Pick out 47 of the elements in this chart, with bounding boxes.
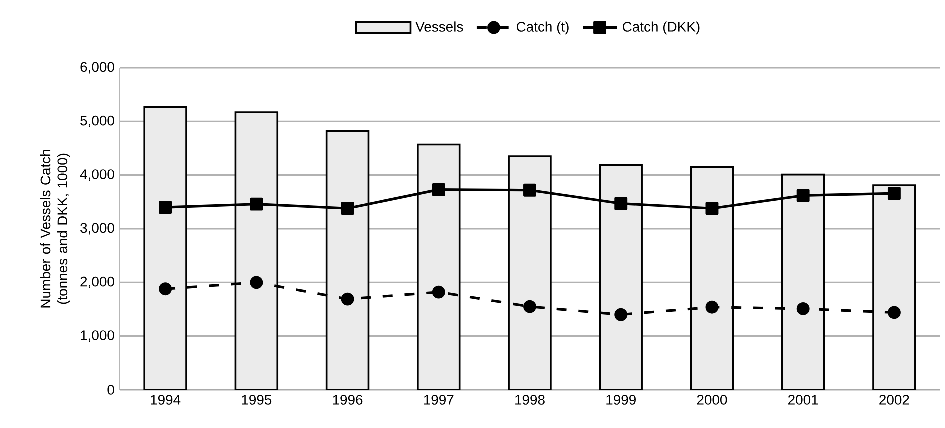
bar [417, 144, 461, 390]
point [250, 198, 264, 211]
point [341, 202, 354, 216]
point [614, 197, 628, 210]
x-tick-label: 1997 [424, 395, 454, 405]
point [614, 308, 628, 322]
y-axis-title: Number of Vessels Catch (tonnes and DKK, 1000) [40, 150, 70, 308]
point [432, 286, 446, 299]
bar [326, 130, 370, 390]
point [796, 302, 810, 316]
x-tick-label: 1999 [606, 395, 636, 405]
point [796, 189, 810, 202]
point [524, 300, 536, 314]
x-tick-label: 2000 [697, 395, 728, 405]
bar [690, 166, 734, 390]
bar [508, 156, 552, 390]
bar [599, 164, 643, 390]
point [706, 202, 719, 216]
point [706, 300, 719, 314]
x-tick-label: 2002 [880, 395, 910, 405]
legend-label: Vessels [416, 22, 464, 32]
legend-label: Catch (DKK) [623, 22, 700, 35]
point [432, 183, 446, 196]
y-tick-label: 3,000 [80, 223, 114, 235]
y-tick-label: 0 [108, 385, 114, 395]
bar [234, 112, 279, 390]
y-tick-label: 2,000 [80, 276, 114, 288]
point [159, 201, 172, 214]
bar [781, 174, 826, 390]
y-tick-label: 6,000 [80, 62, 114, 74]
point [250, 276, 264, 290]
point [888, 306, 901, 320]
bar [872, 184, 916, 390]
point [888, 187, 901, 200]
bar [144, 106, 188, 390]
x-tick-label: 1994 [151, 395, 181, 405]
x-tick-label: 1998 [516, 395, 545, 405]
point [341, 292, 354, 306]
y-tick-label: 5,000 [80, 116, 114, 128]
point [159, 282, 172, 296]
x-tick-label: 1995 [242, 395, 272, 405]
x-tick-label: 2001 [788, 395, 818, 405]
x-tick-label: 1996 [333, 395, 363, 405]
y-tick-label: 1,000 [81, 330, 114, 342]
y-tick-label: 4,000 [80, 170, 114, 182]
legend-label: Catch (t) [516, 22, 569, 35]
point [524, 184, 536, 197]
